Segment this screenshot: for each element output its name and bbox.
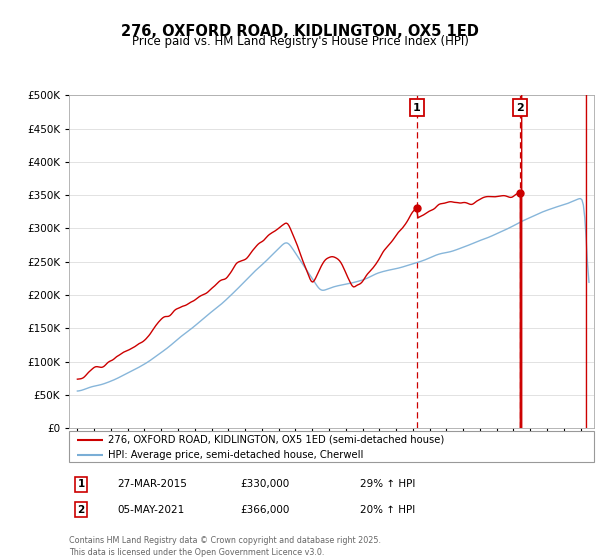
Text: £366,000: £366,000 xyxy=(240,505,289,515)
Text: 276, OXFORD ROAD, KIDLINGTON, OX5 1ED: 276, OXFORD ROAD, KIDLINGTON, OX5 1ED xyxy=(121,24,479,39)
Text: Price paid vs. HM Land Registry's House Price Index (HPI): Price paid vs. HM Land Registry's House … xyxy=(131,35,469,48)
Text: 1: 1 xyxy=(413,102,421,113)
Text: 27-MAR-2015: 27-MAR-2015 xyxy=(117,479,187,489)
Text: 05-MAY-2021: 05-MAY-2021 xyxy=(117,505,184,515)
Text: 20% ↑ HPI: 20% ↑ HPI xyxy=(360,505,415,515)
Text: 29% ↑ HPI: 29% ↑ HPI xyxy=(360,479,415,489)
FancyBboxPatch shape xyxy=(69,431,594,462)
Text: £330,000: £330,000 xyxy=(240,479,289,489)
Text: 1: 1 xyxy=(77,479,85,489)
Text: 2: 2 xyxy=(516,102,524,113)
Text: HPI: Average price, semi-detached house, Cherwell: HPI: Average price, semi-detached house,… xyxy=(109,450,364,460)
Text: 2: 2 xyxy=(77,505,85,515)
Text: Contains HM Land Registry data © Crown copyright and database right 2025.
This d: Contains HM Land Registry data © Crown c… xyxy=(69,536,381,557)
Text: 276, OXFORD ROAD, KIDLINGTON, OX5 1ED (semi-detached house): 276, OXFORD ROAD, KIDLINGTON, OX5 1ED (s… xyxy=(109,435,445,445)
